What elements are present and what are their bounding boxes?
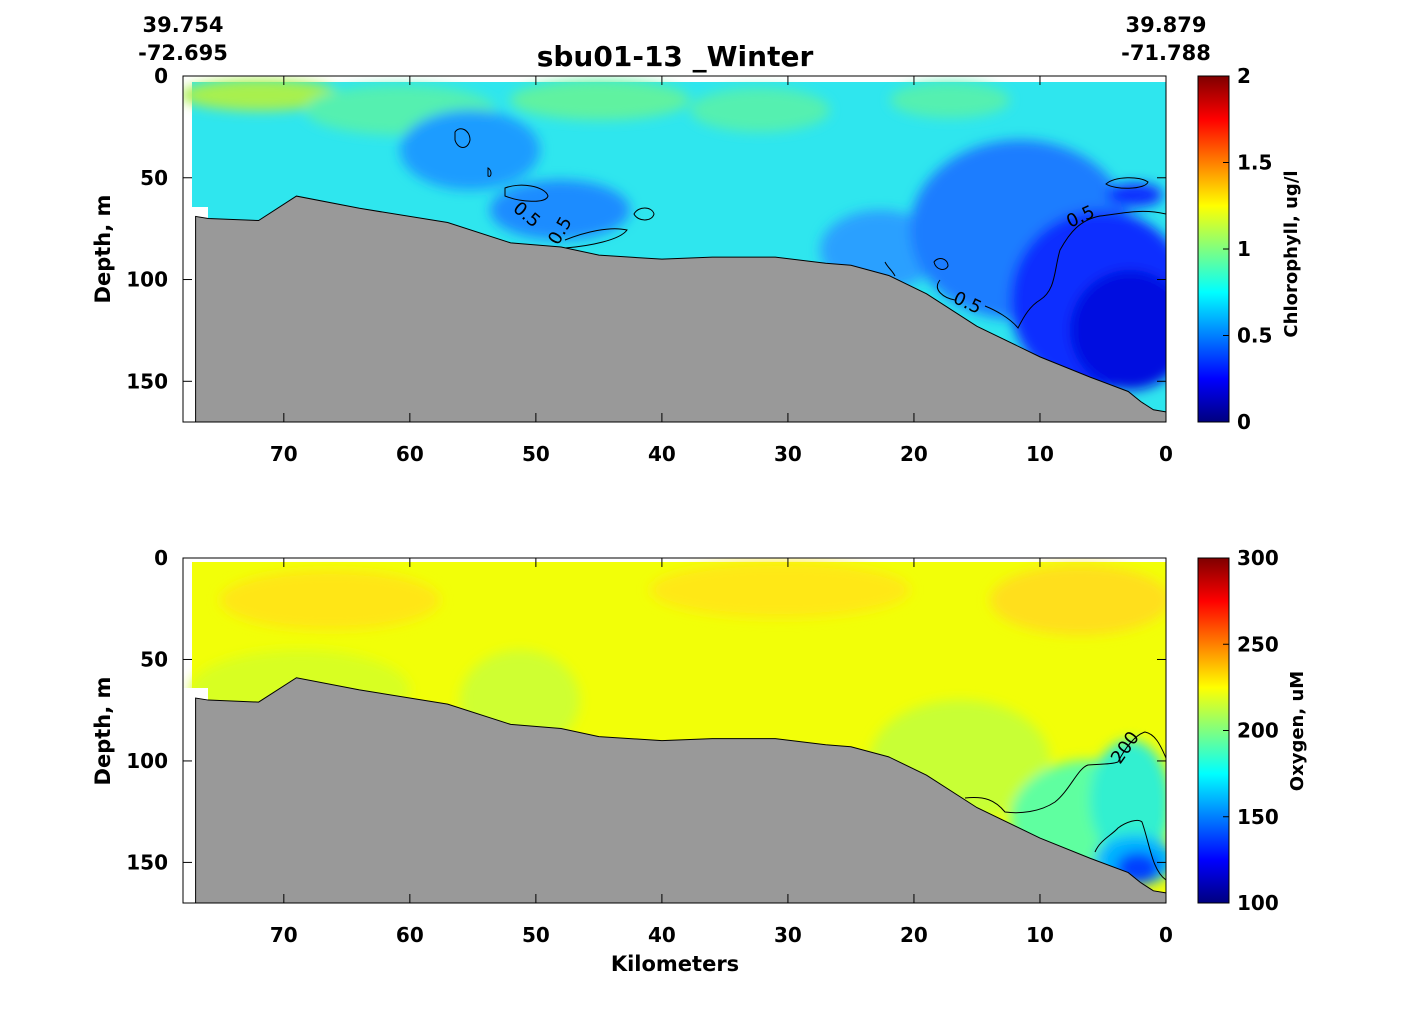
colorbar-tick-label: 2: [1237, 64, 1251, 88]
x-tick-label: 30: [774, 442, 802, 466]
y-tick-label: 100: [126, 749, 168, 773]
x-tick-label: 10: [1026, 923, 1054, 947]
oxygen-contours: [964, 731, 1166, 881]
figure-title: sbu01-13 _Winter: [537, 40, 814, 73]
x-tick-label: 30: [774, 923, 802, 947]
chlorophyll-colorbar-label: Chlorophyll, ug/l: [1281, 170, 1302, 337]
y-tick-label: 0: [154, 546, 168, 570]
oxygen-y-label: Depth, m: [91, 677, 115, 786]
chlorophyll-bathymetry: [195, 195, 1166, 422]
colorbar-tick-label: 100: [1237, 891, 1279, 915]
x-tick-label: 20: [900, 923, 928, 947]
chlorophyll-y-ticks: 0 50 100 150: [126, 64, 1166, 393]
chlorophyll-x-ticks: 70 60 50 40 30 20 10 0: [270, 76, 1173, 466]
y-tick-label: 50: [140, 166, 168, 190]
chlorophyll-panel: 0.5 0.5 0.5 0.5 70 60 50 40 30 20 10 0 05010015…: [91, 64, 1302, 466]
y-tick-label: 100: [126, 268, 168, 292]
colorbar-tick-label: 1.5: [1237, 151, 1272, 175]
x-tick-label: 40: [648, 923, 676, 947]
oxygen-field: 200: [183, 562, 1166, 903]
chlorophyll-contours: [454, 128, 1166, 329]
colorbar-tick-label: 300: [1237, 546, 1279, 570]
y-tick-label: 150: [126, 369, 168, 393]
colorbar-tick-label: 150: [1237, 805, 1279, 829]
chlorophyll-field: 0.5 0.5 0.5 0.5: [183, 79, 1166, 422]
x-tick-label: 70: [270, 923, 298, 947]
oxygen-axes-box: [182, 557, 1167, 904]
oxygen-y-ticks: 0 50 100 150: [126, 546, 1166, 874]
x-tick-label: 0: [1159, 923, 1173, 947]
oxygen-colorbar-ticks: 100 150 200 250 300: [1223, 546, 1279, 915]
end-longitude: -71.788: [1121, 41, 1211, 65]
x-tick-label: 70: [270, 442, 298, 466]
colorbar-tick-label: 200: [1237, 719, 1279, 743]
colorbar-tick-label: 0: [1237, 410, 1251, 434]
end-latitude: 39.879: [1125, 13, 1206, 37]
x-tick-label: 60: [396, 442, 424, 466]
y-tick-label: 50: [140, 647, 168, 671]
x-tick-label: 10: [1026, 442, 1054, 466]
colorbar-tick-label: 1: [1237, 237, 1251, 261]
x-tick-label: 0: [1159, 442, 1173, 466]
y-tick-label: 0: [154, 64, 168, 88]
colorbar-tick-label: 250: [1237, 632, 1279, 656]
chlorophyll-y-label: Depth, m: [91, 195, 115, 304]
oxygen-bathymetry: [195, 677, 1166, 903]
x-tick-label: 20: [900, 442, 928, 466]
y-tick-label: 150: [126, 850, 168, 874]
chlorophyll-colorbar-ticks: 0 0.5 1 1.5 2: [1223, 64, 1272, 434]
x-tick-label: 50: [522, 442, 550, 466]
x-tick-label: 60: [396, 923, 424, 947]
start-latitude: 39.754: [142, 13, 223, 37]
oxygen-x-ticks: 70 60 50 40 30 20 10 0: [270, 558, 1173, 947]
colorbar-tick-label: 0.5: [1237, 324, 1272, 348]
oxygen-colorbar-label: Oxygen, uM: [1287, 671, 1308, 791]
x-tick-label: 40: [648, 442, 676, 466]
chlorophyll-axes-box: [182, 75, 1167, 423]
start-longitude: -72.695: [138, 41, 228, 65]
x-tick-label: 50: [522, 923, 550, 947]
oxygen-x-label: Kilometers: [611, 952, 739, 976]
